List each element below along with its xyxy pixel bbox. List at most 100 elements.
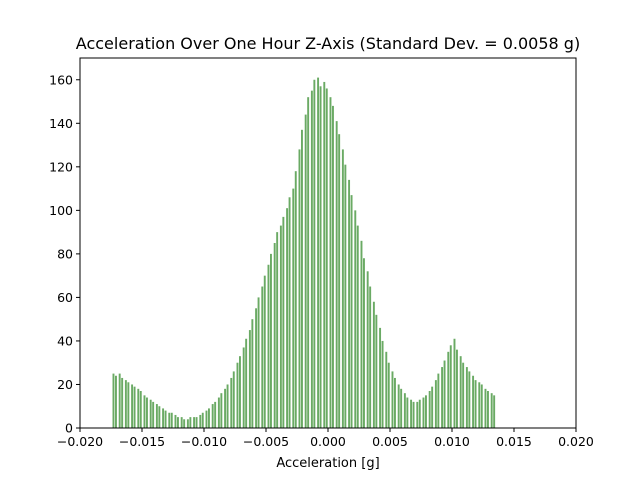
- histogram-bar: [443, 360, 446, 428]
- y-tick-label: 120: [49, 159, 73, 174]
- histogram-bar: [472, 375, 475, 428]
- histogram-bar: [372, 301, 375, 428]
- histogram-bar: [431, 386, 434, 428]
- histogram-bar: [257, 297, 260, 428]
- histogram-bar: [329, 97, 332, 429]
- histogram-bar: [387, 362, 390, 428]
- histogram-bar: [456, 349, 458, 428]
- histogram-bar: [375, 314, 378, 428]
- histogram-bar: [369, 286, 372, 428]
- histogram-bar: [183, 419, 186, 428]
- histogram-bar: [155, 404, 158, 428]
- histogram-bar: [434, 380, 437, 428]
- histogram-bar: [441, 367, 444, 428]
- bars-group: [112, 77, 496, 429]
- histogram-bar: [220, 393, 223, 428]
- histogram-bar: [354, 210, 357, 428]
- histogram-bar: [137, 388, 140, 428]
- histogram-bar: [214, 401, 217, 428]
- chart-title: Acceleration Over One Hour Z-Axis (Stand…: [76, 34, 580, 53]
- histogram-bar: [356, 225, 359, 428]
- histogram-bar: [199, 414, 202, 428]
- histogram-bar: [158, 406, 161, 428]
- histogram-bar: [403, 393, 406, 428]
- histogram-bar: [195, 417, 198, 428]
- histogram-bar: [170, 412, 173, 428]
- histogram-bar: [304, 114, 307, 428]
- histogram-bar: [121, 377, 124, 428]
- histogram-bar: [236, 362, 239, 428]
- y-tick-label: 160: [49, 72, 73, 87]
- x-tick-label: −0.020: [57, 434, 103, 449]
- histogram-bar: [319, 86, 322, 428]
- y-axis: 0 20 40 60 80 100 120 140 160: [49, 72, 80, 436]
- histogram-bar: [276, 232, 279, 428]
- histogram-bar: [490, 393, 493, 428]
- x-tick-label: 0.005: [372, 434, 408, 449]
- histogram-bar: [487, 391, 489, 428]
- histogram-bar: [205, 410, 208, 428]
- x-tick-label: 0.000: [310, 434, 346, 449]
- histogram-bar: [162, 408, 165, 428]
- histogram-bar: [139, 391, 142, 428]
- y-tick-label: 100: [49, 203, 73, 218]
- histogram-bar: [363, 258, 365, 428]
- x-tick-label: −0.010: [181, 434, 227, 449]
- histogram-bar: [462, 362, 465, 428]
- histogram-bar: [298, 149, 301, 428]
- x-tick-label: 0.015: [496, 434, 532, 449]
- histogram-bar: [180, 417, 183, 428]
- histogram-bar: [493, 395, 496, 428]
- histogram-bar: [245, 338, 248, 428]
- histogram-bar: [410, 399, 413, 428]
- histogram-bar: [397, 384, 400, 428]
- y-tick-label: 40: [57, 333, 73, 348]
- x-tick-label: 0.010: [434, 434, 470, 449]
- histogram-bar: [468, 371, 471, 428]
- histogram-bar: [152, 401, 155, 428]
- histogram-bar: [317, 77, 320, 428]
- histogram-bar: [118, 373, 121, 428]
- histogram-bar: [310, 90, 313, 429]
- histogram-bar: [189, 417, 192, 428]
- x-tick-label: −0.015: [119, 434, 165, 449]
- y-tick-label: 80: [57, 246, 73, 261]
- histogram-bar: [400, 388, 403, 428]
- histogram-bar: [416, 401, 419, 428]
- histogram-bar: [381, 340, 384, 428]
- histogram-bar: [251, 319, 254, 428]
- histogram-bar: [168, 412, 171, 428]
- histogram-bar: [279, 225, 282, 428]
- histogram-bar: [133, 386, 136, 428]
- histogram-bar: [232, 371, 235, 428]
- histogram-bar: [478, 382, 481, 428]
- histogram-bar: [177, 417, 179, 428]
- histogram-bar: [201, 412, 204, 428]
- histogram-bar: [385, 351, 388, 428]
- histogram-bar: [292, 188, 295, 428]
- histogram-bar: [124, 380, 127, 428]
- histogram-bar: [282, 216, 285, 428]
- histogram-bar: [425, 395, 427, 428]
- histogram-bar: [348, 179, 351, 428]
- histogram-bar: [263, 275, 266, 428]
- histogram-bar: [323, 81, 326, 428]
- histogram-bar: [131, 384, 134, 428]
- histogram-bar: [366, 271, 369, 428]
- histogram-bar: [453, 338, 456, 428]
- histogram-bar: [294, 171, 297, 428]
- histogram-bar: [307, 97, 310, 429]
- histogram-bar: [286, 208, 289, 428]
- histogram-bar: [394, 377, 396, 428]
- histogram-bar: [149, 399, 152, 428]
- histogram-bar: [379, 327, 382, 428]
- x-tick-label: 0.020: [558, 434, 594, 449]
- histogram-bar: [267, 264, 270, 428]
- histogram-bar: [208, 408, 210, 428]
- histogram-bar: [350, 195, 353, 428]
- histogram-bar: [127, 382, 130, 428]
- histogram-bar: [186, 419, 189, 428]
- histogram-bar: [217, 397, 220, 428]
- histogram-bar: [325, 88, 328, 428]
- histogram-bar: [224, 388, 227, 428]
